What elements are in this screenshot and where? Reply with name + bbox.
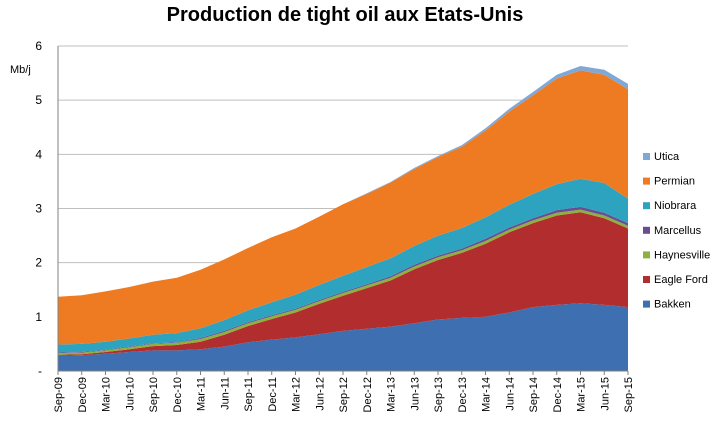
x-tick-label: Sep-14	[528, 377, 540, 412]
legend-label: Bakken	[654, 299, 691, 311]
legend-label: Eagle Ford	[654, 274, 708, 286]
x-tick-label: Sep-09	[53, 377, 65, 412]
x-tick-label: Dec-10	[172, 377, 184, 412]
legend: Utica Permian Niobrara Marcellus Haynesville…	[643, 151, 710, 311]
y-tick-label: 1	[35, 310, 42, 324]
legend-swatch	[643, 202, 650, 210]
legend-label: Permian	[654, 176, 695, 188]
stacked-areas	[58, 66, 628, 371]
legend-swatch	[643, 226, 650, 234]
x-tick-label: Dec-14	[552, 377, 564, 412]
x-tick-label: Jun-10	[124, 377, 136, 411]
x-tick-label: Mar-11	[196, 377, 208, 411]
legend-swatch	[643, 251, 650, 259]
area-permian	[58, 70, 628, 345]
x-tick-label: Sep-10	[148, 377, 160, 412]
y-tick-label: 2	[35, 256, 42, 270]
x-tick-label: Jun-13	[409, 377, 421, 411]
legend-swatch	[643, 177, 650, 185]
legend-label: Utica	[654, 151, 680, 163]
x-tick-label: Jun-12	[314, 377, 326, 411]
legend-label: Haynesville	[654, 249, 710, 261]
y-tick-label: -	[38, 364, 42, 378]
x-tick-label: Sep-11	[243, 377, 255, 412]
x-tick-label: Sep-15	[623, 377, 635, 412]
x-tick-label: Mar-12	[291, 377, 303, 412]
x-tick-label: Jun-11	[219, 377, 231, 410]
x-tick-label: Jun-14	[504, 377, 516, 411]
x-tick-label: Dec-13	[457, 377, 469, 412]
legend-swatch	[643, 300, 650, 308]
legend-label: Marcellus	[654, 225, 702, 237]
y-tick-label: 3	[35, 202, 42, 216]
x-tick-label: Jun-15	[599, 377, 611, 411]
y-tick-labels: - 1 2 3 4 5 6	[35, 39, 42, 378]
x-tick-label: Mar-13	[386, 377, 398, 412]
x-tick-label: Dec-11	[267, 377, 279, 412]
x-tick-label: Mar-10	[101, 377, 113, 412]
x-tick-label: Sep-13	[433, 377, 445, 412]
y-axis-label: Mb/j	[10, 64, 31, 76]
y-tick-label: 4	[35, 147, 42, 161]
x-tick-label: Dec-12	[362, 377, 374, 412]
chart-title: Production de tight oil aux Etats-Unis	[166, 4, 524, 26]
y-tick-label: 5	[35, 93, 42, 107]
x-tick-labels: Sep-09 Dec-09 Mar-10 Jun-10 Sep-10 Dec-10 Mar-…	[53, 371, 635, 412]
legend-swatch	[643, 153, 650, 160]
x-tick-label: Mar-14	[481, 377, 493, 412]
area-eagle-ford	[58, 212, 628, 356]
legend-label: Niobrara	[654, 200, 697, 212]
y-tick-label: 6	[35, 39, 42, 53]
legend-swatch	[643, 276, 650, 283]
x-tick-label: Dec-09	[77, 377, 89, 412]
x-tick-label: Mar-15	[576, 377, 588, 412]
x-tick-label: Sep-12	[338, 377, 350, 412]
area-niobrara	[58, 178, 628, 353]
area-bakken	[58, 303, 628, 371]
